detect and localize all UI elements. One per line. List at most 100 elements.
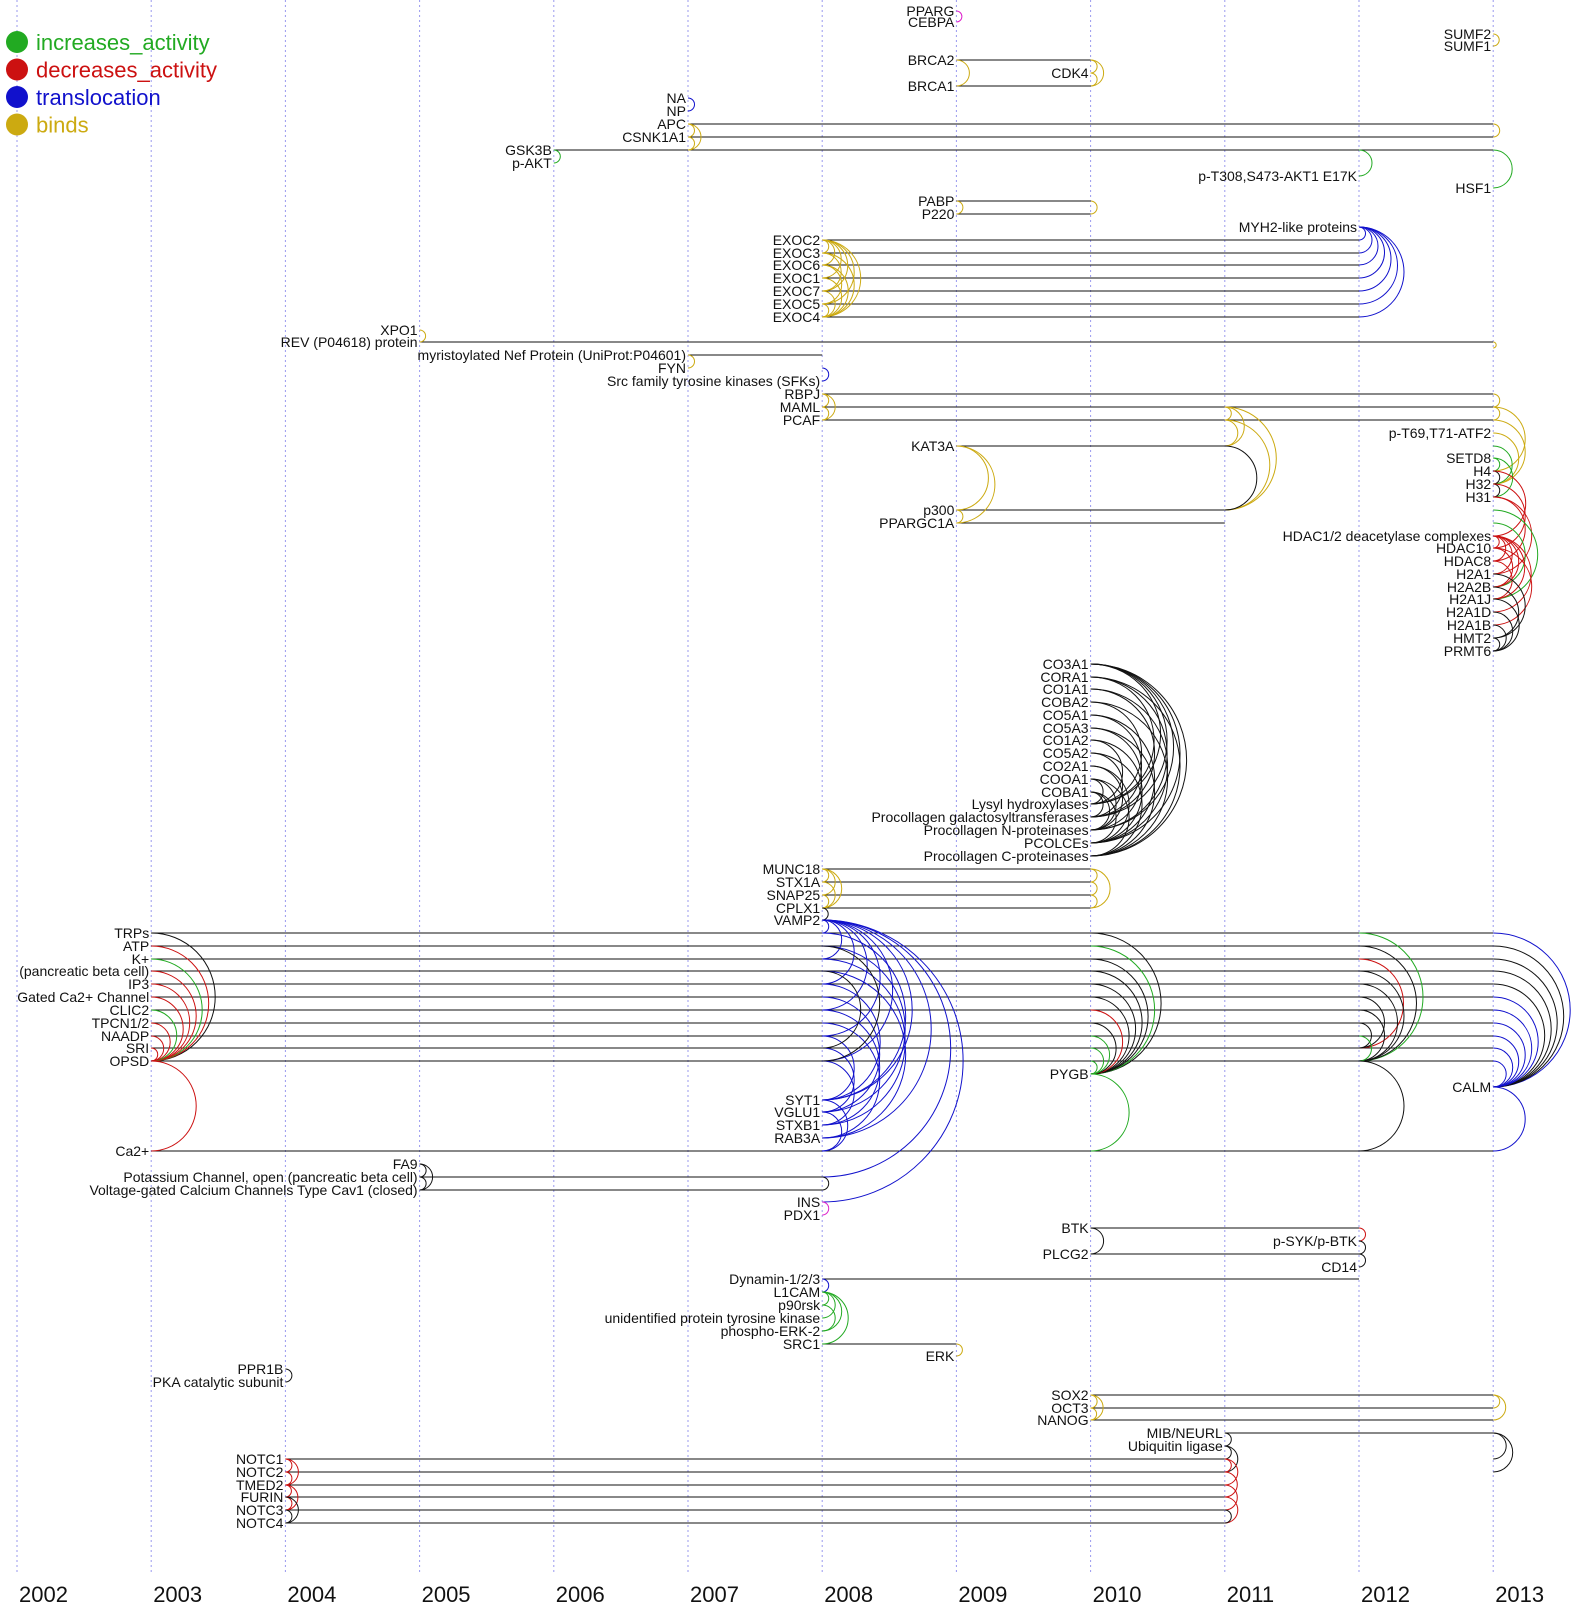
entity-maml: MAML <box>780 399 821 415</box>
entity-sox2: SOX2 <box>1051 1387 1089 1403</box>
arc-black-157 <box>822 1176 830 1191</box>
entity-phospho-erk-2: phospho-ERK-2 <box>721 1323 821 1339</box>
arc-black-154 <box>822 970 862 1049</box>
arc-black-207 <box>285 1368 293 1383</box>
arc-black-166 <box>1090 1022 1117 1075</box>
arc-green-203 <box>822 1291 843 1332</box>
arc-blue-141 <box>822 919 964 1203</box>
arc-gold-37 <box>1493 341 1497 349</box>
arc-black-108 <box>1090 791 1117 844</box>
entity-opsd: OPSD <box>110 1053 150 1069</box>
entity-plcg2: PLCG2 <box>1043 1246 1089 1262</box>
entity-naadp: NAADP <box>101 1028 149 1044</box>
arc-blue-142 <box>822 932 907 1101</box>
legend-swatch-increases-activity <box>6 31 28 53</box>
entity-lysyl-hydroxylases: Lysyl hydroxylases <box>972 796 1089 812</box>
entity-pygb: PYGB <box>1050 1066 1089 1082</box>
arc-gold-52 <box>1493 393 1501 408</box>
arc-red-72 <box>1493 535 1526 600</box>
entity-k: K+ <box>132 951 150 967</box>
arc-gold-118 <box>1090 881 1098 896</box>
entity-ca2: Ca2+ <box>115 1143 149 1159</box>
arc-green-13 <box>1493 149 1513 189</box>
arc-red-197 <box>1358 1227 1366 1242</box>
arc-blue-138 <box>822 919 913 1101</box>
arc-black-61 <box>1493 483 1501 498</box>
entity-co1a1: CO1A1 <box>1043 681 1089 697</box>
arc-red-131 <box>151 1060 197 1152</box>
arc-blue-35 <box>1358 226 1405 318</box>
arc-black-225 <box>1224 1445 1239 1473</box>
arc-black-78 <box>1493 586 1520 639</box>
entity-ubiquitin-ligase: Ubiquitin ligase <box>1128 1438 1223 1454</box>
entity-sri: SRI <box>126 1040 149 1056</box>
arc-black-95 <box>1090 714 1143 818</box>
arc-gold-111 <box>822 868 830 883</box>
year-gridlines <box>16 0 1494 1572</box>
arc-gold-50 <box>956 445 996 524</box>
entity-p-t69-t71-atf2: p-T69,T71-ATF2 <box>1389 425 1492 441</box>
arc-black-174 <box>1358 970 1405 1062</box>
arc-blue-150 <box>822 1035 855 1101</box>
entity-notc4: NOTC4 <box>236 1515 284 1531</box>
arc-gold-4 <box>1090 59 1098 74</box>
arc-gold-7 <box>687 123 695 138</box>
arc-blue-156 <box>822 1111 843 1152</box>
entity-hsf1: HSF1 <box>1455 180 1491 196</box>
entity-unidentified-protein-tyrosine-kinase: unidentified protein tyrosine kinase <box>605 1310 821 1326</box>
entity-csnk1a1: CSNK1A1 <box>622 129 686 145</box>
arc-black-223 <box>285 1509 293 1524</box>
arc-gold-115 <box>822 894 830 909</box>
arc-blue-135 <box>822 919 868 1011</box>
year-label-2007: 2007 <box>690 1582 739 1607</box>
entity-stx1a: STX1A <box>776 874 821 890</box>
entity-h4: H4 <box>1473 463 1491 479</box>
arc-black-104 <box>1090 765 1130 844</box>
arc-black-231 <box>1224 1509 1232 1524</box>
arc-black-183 <box>1493 958 1558 1088</box>
arc-red-126 <box>151 996 184 1062</box>
entity-l1cam: L1CAM <box>774 1284 821 1300</box>
arc-black-199 <box>1358 1253 1366 1268</box>
arc-red-217 <box>285 1458 299 1486</box>
arc-black-180 <box>1358 1060 1405 1152</box>
arc-red-228 <box>1224 1471 1238 1498</box>
arc-gold-44 <box>1224 406 1245 447</box>
entity-co5a3: CO5A3 <box>1043 720 1089 736</box>
arc-black-60 <box>1493 470 1501 485</box>
arc-blue-29 <box>1358 226 1366 241</box>
arc-gold-21 <box>822 239 862 318</box>
entity-syt1: SYT1 <box>785 1092 820 1108</box>
arc-red-229 <box>1224 1484 1238 1511</box>
arc-black-194 <box>419 1163 434 1191</box>
arc-green-12 <box>1358 149 1373 177</box>
arc-black-85 <box>1090 663 1175 831</box>
arc-black-224 <box>1224 1445 1232 1460</box>
arc-black-87 <box>1090 663 1188 857</box>
arc-red-71 <box>1493 535 1520 588</box>
entity-ip3: IP3 <box>128 976 149 992</box>
entity-munc18: MUNC18 <box>763 861 821 877</box>
arc-gold-119 <box>1090 894 1098 909</box>
arc-red-216 <box>285 1458 293 1473</box>
arc-green-169 <box>1090 1060 1098 1075</box>
entity-notc3: NOTC3 <box>236 1502 284 1518</box>
arc-red-124 <box>151 970 197 1062</box>
arc-gold-212 <box>1493 1394 1507 1421</box>
arc-gold-15 <box>1090 200 1098 215</box>
arc-gold-47 <box>1224 419 1271 511</box>
arc-red-63 <box>1493 483 1526 549</box>
entity-h32: H32 <box>1466 476 1492 492</box>
entity-fa9: FA9 <box>393 1156 418 1172</box>
entity-h2a1: H2A1 <box>1456 566 1491 582</box>
arc-red-129 <box>151 1035 165 1062</box>
arc-blue-147 <box>822 996 881 1113</box>
arc-black-84 <box>1090 663 1168 818</box>
entity-pcolces: PCOLCEs <box>1024 835 1089 851</box>
entity-furin: FURIN <box>241 1489 284 1505</box>
arc-gold-28 <box>822 264 843 305</box>
arc-blue-181 <box>1493 932 1571 1088</box>
arc-blue-191 <box>1493 1060 1507 1088</box>
entity-cd14: CD14 <box>1321 1259 1357 1275</box>
